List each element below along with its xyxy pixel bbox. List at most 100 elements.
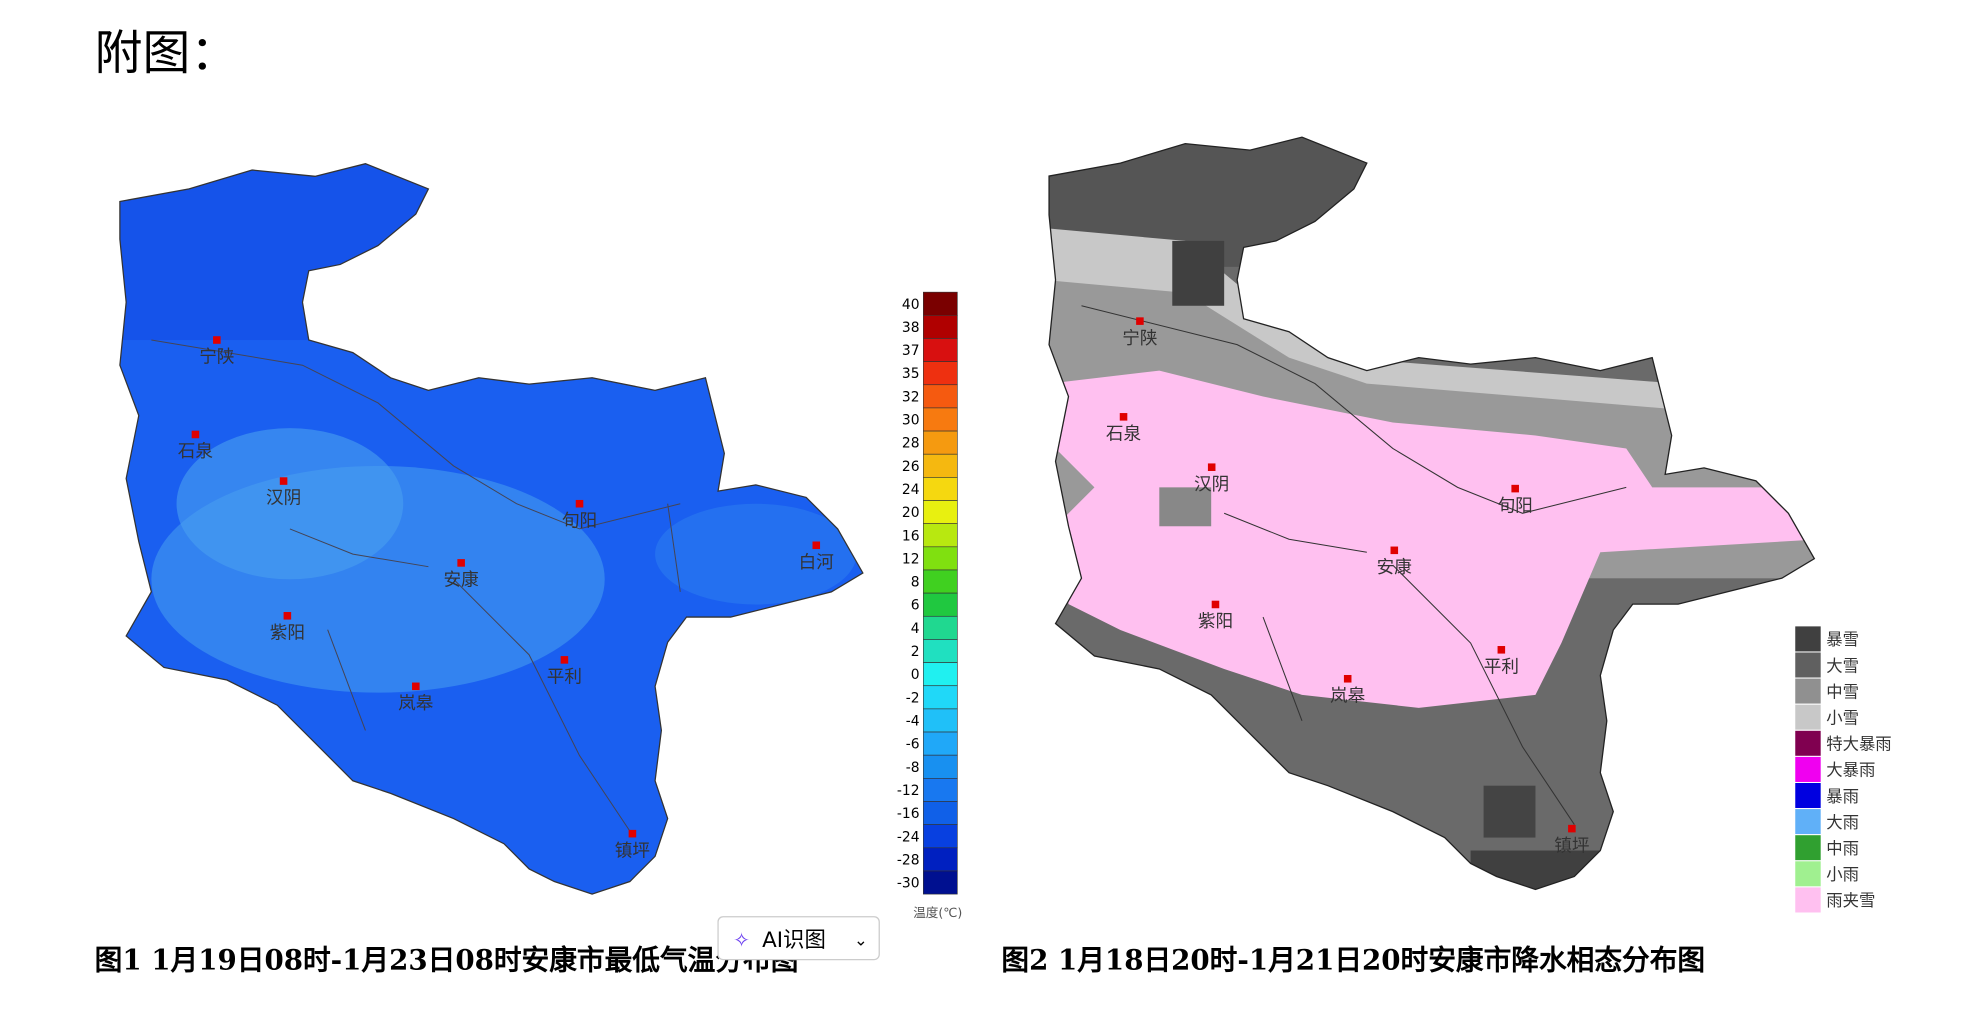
- city-marker: [279, 477, 288, 485]
- svg-text:✧: ✧: [733, 928, 750, 952]
- legend-label: 16: [902, 528, 920, 544]
- legend-swatch: [922, 847, 958, 872]
- legend-label: 38: [902, 320, 920, 336]
- legend-label: 12: [902, 551, 920, 567]
- legend-label: -6: [906, 737, 920, 753]
- city-marker: [283, 612, 292, 620]
- legend-label: 暴雪: [1826, 630, 1859, 649]
- legend-swatch: [922, 546, 958, 571]
- legend-label: 大暴雨: [1826, 761, 1875, 780]
- legend-swatch: [1794, 886, 1822, 914]
- city-marker: [457, 559, 465, 567]
- title: 附图：: [95, 26, 239, 81]
- city-marker: [1207, 463, 1216, 471]
- legend-label: 小雪: [1826, 709, 1859, 728]
- city-label: 平利: [1484, 656, 1519, 677]
- legend-swatch: [922, 314, 958, 339]
- legend-swatch: [922, 477, 958, 501]
- city-label: 镇坪: [615, 840, 650, 861]
- legend-swatch: [922, 662, 958, 687]
- legend-title: 温度(℃): [913, 905, 962, 920]
- legend-label: 中雨: [1826, 839, 1859, 858]
- legend-swatch: [1794, 651, 1822, 679]
- city-label: 岚皋: [1330, 685, 1366, 706]
- svg-text:⌄: ⌄: [854, 931, 868, 950]
- legend-label: 40: [902, 297, 920, 313]
- city-label: 石泉: [178, 441, 214, 462]
- legend-label: 32: [902, 389, 920, 405]
- legend-label: 6: [911, 598, 920, 614]
- legend-swatch: [1794, 703, 1822, 731]
- city-marker: [1511, 484, 1519, 493]
- legend-swatch: [1794, 755, 1822, 783]
- legend-swatch: [922, 731, 958, 756]
- legend-label: 特大暴雨: [1826, 735, 1891, 754]
- legend-swatch: [1794, 677, 1822, 705]
- city-marker: [1390, 546, 1399, 555]
- caption: 图2 1月18日20时-1月21日20时安康市降水相态分布图: [1001, 944, 1705, 977]
- legend-label: -24: [897, 829, 920, 845]
- legend-label: 0: [911, 667, 920, 683]
- legend-swatch: [922, 592, 958, 617]
- city-label: 岚皋: [398, 693, 434, 714]
- legend-swatch: [922, 500, 958, 524]
- legend-swatch: [922, 407, 958, 432]
- legend-swatch: [1794, 781, 1822, 810]
- legend-label: 雨夹雪: [1826, 891, 1875, 910]
- city-label: 平利: [547, 667, 582, 688]
- city-marker: [1211, 600, 1220, 609]
- city-marker: [1136, 317, 1144, 325]
- legend-swatch: [1794, 834, 1822, 862]
- city-marker: [191, 430, 200, 439]
- legend-swatch: [922, 685, 958, 710]
- legend-label: 中雪: [1826, 682, 1859, 701]
- city-marker: [1497, 646, 1506, 654]
- legend-label: 26: [902, 459, 920, 475]
- city-marker: [575, 499, 584, 508]
- legend-swatch: [922, 338, 958, 362]
- legend-swatch: [922, 754, 958, 779]
- city-label: 镇坪: [1554, 835, 1589, 856]
- legend-label: -28: [897, 852, 920, 868]
- legend-label: 37: [902, 343, 920, 359]
- city-marker: [628, 829, 637, 838]
- legend-label: -30: [897, 876, 920, 892]
- city-marker: [560, 656, 569, 664]
- ai-button[interactable]: ✧ AI识图 ⌄: [717, 916, 880, 961]
- city-label: 紫阳: [1198, 611, 1233, 632]
- caption: 图1 1月19日08时-1月23日08时安康市最低气温分布图: [95, 944, 799, 977]
- legend-label: 大雨: [1826, 813, 1859, 832]
- legend-swatch: [922, 384, 958, 409]
- city-label: 白河: [799, 552, 834, 573]
- legend-label: 暴雨: [1826, 787, 1859, 806]
- legend-swatch: [922, 801, 958, 825]
- legend-label: -2: [906, 690, 920, 706]
- legend-swatch: [1794, 860, 1822, 888]
- legend-swatch: [922, 778, 958, 802]
- city-label: 宁陕: [199, 347, 234, 368]
- legend-label: 35: [902, 366, 920, 382]
- legend-swatch: [922, 430, 958, 455]
- legend-swatch: [922, 870, 958, 895]
- legend-label: -16: [897, 806, 920, 822]
- city-label: 汉阴: [1194, 474, 1229, 495]
- legend-label: 大雪: [1826, 656, 1859, 675]
- legend-swatch: [922, 824, 958, 849]
- legend-swatch: [1794, 729, 1822, 757]
- legend-label: -4: [906, 714, 920, 730]
- legend-swatch: [922, 639, 958, 663]
- city-marker: [1343, 674, 1352, 683]
- legend-label: 20: [902, 505, 920, 521]
- city-label: 石泉: [1106, 423, 1142, 444]
- legend-label: 小雨: [1826, 865, 1859, 884]
- ai-button-label[interactable]: AI识图: [762, 928, 826, 953]
- city-marker: [213, 336, 221, 344]
- legend-swatch: [922, 569, 958, 594]
- legend-label: 2: [911, 644, 920, 660]
- legend-label: 8: [911, 575, 920, 591]
- legend-label: 30: [902, 413, 920, 429]
- legend-swatch: [922, 291, 958, 316]
- temperature-map: [119, 163, 864, 895]
